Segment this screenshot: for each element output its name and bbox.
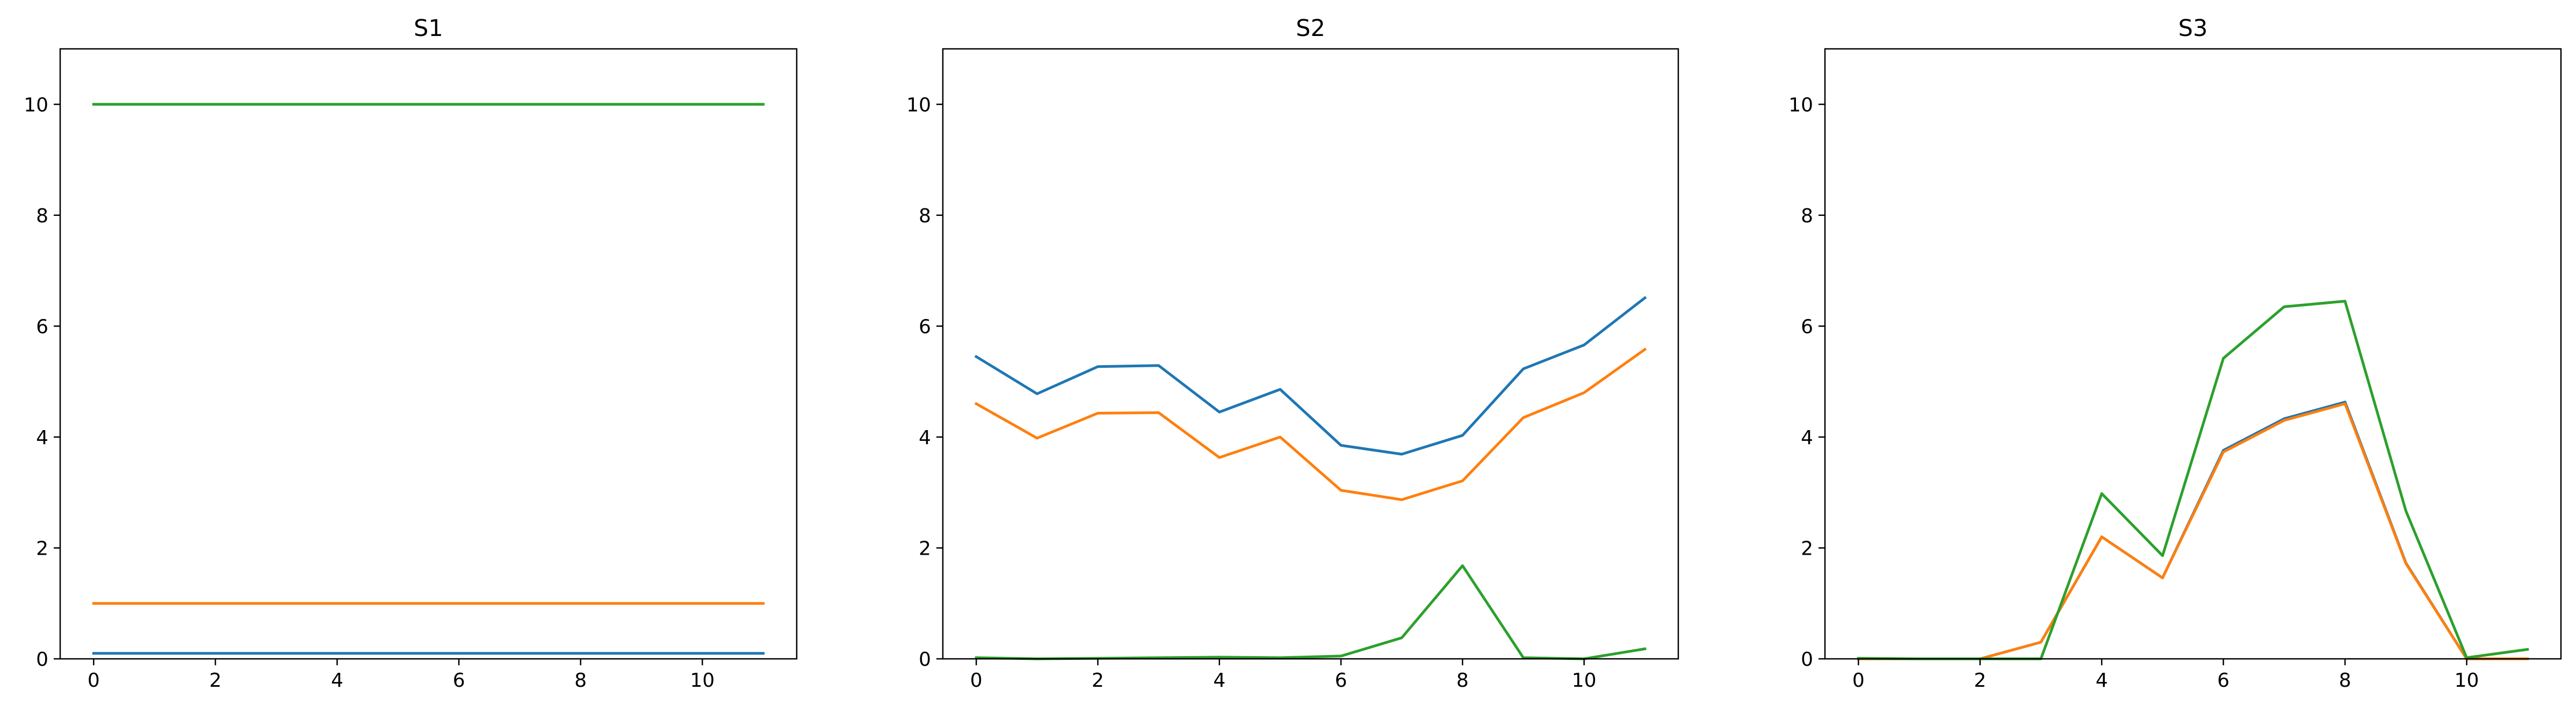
y-tick-label: 10 (24, 94, 48, 116)
panel-title: S3 (2178, 15, 2208, 42)
x-tick-label: 0 (1852, 670, 1865, 692)
x-tick-label: 4 (331, 670, 343, 692)
series-line-1 (974, 296, 1647, 456)
panel-3: S3 0 2 4 6 8 10 0 2 4 6 8 10 (1788, 15, 2562, 692)
y-tick-label: 10 (1788, 94, 1813, 116)
y-tick-label: 8 (919, 205, 931, 227)
y-tick-label: 8 (36, 205, 48, 227)
panel-title: S2 (1296, 15, 1325, 42)
x-tick-label: 6 (1335, 670, 1347, 692)
x-tick-label: 10 (1572, 670, 1597, 692)
x-tick-label: 4 (1213, 670, 1225, 692)
y-tick-label: 8 (1801, 205, 1813, 227)
x-tick-label: 8 (574, 670, 587, 692)
x-tick-label: 2 (1974, 670, 1986, 692)
x-tick-label: 10 (690, 670, 715, 692)
y-tick-label: 4 (1801, 427, 1813, 449)
axes-frame (59, 48, 798, 660)
x-tick-label: 10 (2455, 670, 2479, 692)
y-tick-label: 4 (36, 427, 48, 449)
y-tick-label: 2 (919, 537, 931, 560)
y-tick-label: 4 (919, 427, 931, 449)
y-tick-label: 2 (36, 537, 48, 560)
x-tick-label: 0 (88, 670, 100, 692)
x-tick-label: 2 (1092, 670, 1104, 692)
axes-frame (942, 48, 1679, 660)
y-tick-label: 6 (1801, 316, 1813, 338)
panel-1: S1 0 2 4 6 8 10 0 2 4 6 8 10 (24, 15, 798, 692)
axes-frame (1824, 48, 2562, 660)
x-tick-label: 2 (209, 670, 221, 692)
y-tick-label: 6 (919, 316, 931, 338)
x-tick-label: 8 (1456, 670, 1469, 692)
panel-2: S2 0 2 4 6 8 10 0 2 4 6 8 10 (906, 15, 1679, 692)
y-tick-label: 0 (1801, 649, 1813, 671)
series-line-2 (974, 347, 1647, 502)
x-tick-label: 6 (453, 670, 465, 692)
x-tick-label: 8 (2339, 670, 2351, 692)
y-tick-label: 10 (906, 94, 931, 116)
y-tick-label: 0 (919, 649, 931, 671)
y-tick-label: 2 (1801, 537, 1813, 560)
y-tick-label: 0 (36, 649, 48, 671)
x-tick-label: 4 (2096, 670, 2108, 692)
x-tick-label: 0 (970, 670, 983, 692)
series-group (92, 103, 765, 655)
x-tick-label: 6 (2217, 670, 2229, 692)
panel-title: S1 (414, 15, 443, 42)
y-tick-label: 6 (36, 316, 48, 338)
